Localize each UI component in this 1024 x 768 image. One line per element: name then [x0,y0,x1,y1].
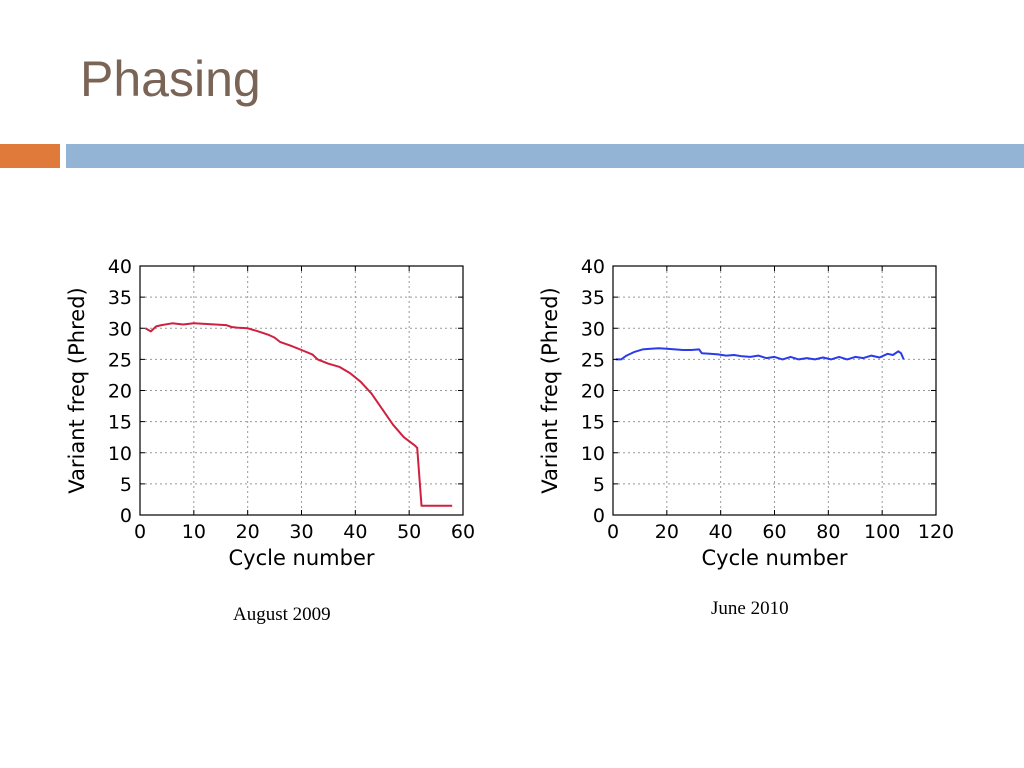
y-tick-label: 25 [108,349,132,371]
y-tick-label: 20 [108,381,132,403]
y-tick-label: 25 [581,349,605,371]
series-line [615,347,905,361]
x-tick-label: 40 [343,521,367,543]
x-tick-label: 10 [182,521,206,543]
y-tick-label: 5 [120,474,132,496]
x-tick-label: 50 [397,521,421,543]
y-tick-label: 0 [593,505,605,527]
y-tick-label: 20 [581,381,605,403]
x-tick-label: 100 [864,521,900,543]
y-tick-label: 35 [581,287,605,309]
chart-august-2009: 0 10 20 30 40 50 60 0 5 10 15 20 25 30 35 40 Cycle numbe… [65,256,475,570]
x-tick-label: 60 [451,521,475,543]
y-tick-label: 30 [108,318,132,340]
x-tick-label: 60 [762,521,786,543]
x-tick-label: 80 [816,521,840,543]
y-tick-label: 0 [120,505,132,527]
x-tick-label: 40 [709,521,733,543]
x-tick-label: 120 [918,521,954,543]
y-tick-label: 10 [581,443,605,465]
y-tick-label: 10 [108,443,132,465]
title-accent-bar [0,144,60,168]
y-tick-label: 30 [581,318,605,340]
x-tick-label: 30 [289,521,313,543]
caption-august-2009: August 2009 [233,604,331,625]
y-tick-label: 40 [581,256,605,278]
x-tick-label: 20 [655,521,679,543]
x-tick-label: 0 [134,521,146,543]
y-tick-label: 35 [108,287,132,309]
y-tick-label: 40 [108,256,132,278]
series-line [144,322,453,507]
caption-june-2010: June 2010 [711,598,789,619]
x-axis-label: Cycle number [701,546,847,570]
y-tick-label: 5 [593,474,605,496]
y-axis-label: Variant freq (Phred) [65,287,89,493]
x-tick-label: 0 [607,521,619,543]
slide-title: Phasing [80,51,261,107]
x-axis-label: Cycle number [228,546,374,570]
y-tick-label: 15 [581,412,605,434]
y-axis-label: Variant freq (Phred) [538,287,562,493]
y-tick-label: 15 [108,412,132,434]
x-tick-label: 20 [236,521,260,543]
title-divider-bar [66,144,1024,168]
chart-june-2010: 0 20 40 60 80 100 120 0 5 10 15 20 25 30 35 40 Cycle num… [538,256,954,570]
